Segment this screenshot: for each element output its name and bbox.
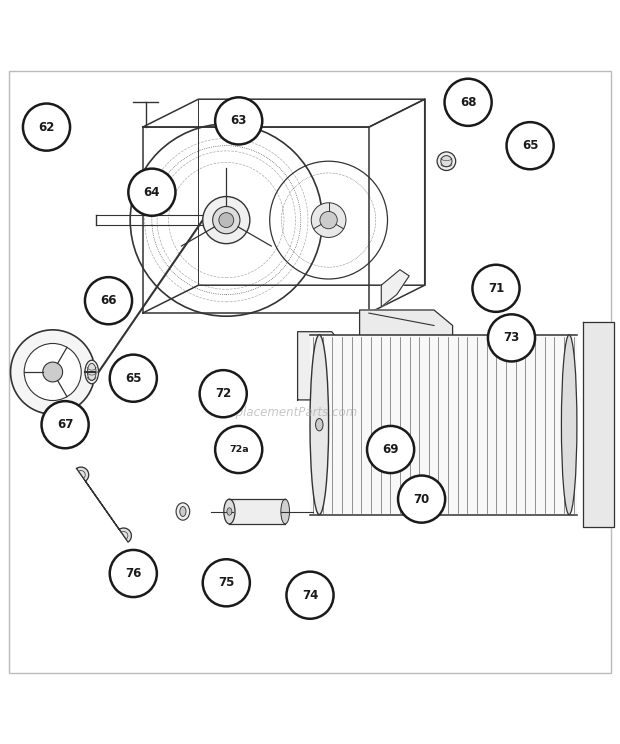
Ellipse shape [180, 507, 186, 516]
Text: 73: 73 [503, 331, 520, 344]
Text: 67: 67 [57, 418, 73, 432]
Circle shape [320, 211, 337, 228]
Text: eReplacementParts.com: eReplacementParts.com [213, 405, 357, 419]
Circle shape [85, 277, 132, 324]
Ellipse shape [85, 360, 99, 384]
Circle shape [472, 265, 520, 312]
Circle shape [42, 401, 89, 448]
Circle shape [11, 330, 95, 414]
Ellipse shape [441, 155, 452, 167]
Circle shape [286, 571, 334, 619]
Text: 66: 66 [100, 294, 117, 307]
Polygon shape [76, 467, 131, 542]
Circle shape [200, 370, 247, 417]
Polygon shape [583, 322, 614, 527]
Ellipse shape [227, 507, 232, 515]
Circle shape [128, 169, 175, 216]
Circle shape [203, 196, 250, 244]
Circle shape [213, 206, 240, 234]
Ellipse shape [87, 363, 96, 381]
Text: 62: 62 [38, 121, 55, 134]
Circle shape [215, 426, 262, 473]
Circle shape [110, 550, 157, 597]
Polygon shape [360, 310, 453, 344]
Ellipse shape [224, 499, 235, 524]
Ellipse shape [310, 335, 329, 515]
FancyBboxPatch shape [310, 335, 577, 515]
Text: 72a: 72a [229, 445, 249, 454]
Text: 72: 72 [215, 387, 231, 400]
Circle shape [445, 79, 492, 126]
FancyBboxPatch shape [229, 499, 285, 524]
Circle shape [110, 355, 157, 402]
Ellipse shape [562, 335, 577, 515]
Text: 70: 70 [414, 493, 430, 506]
Circle shape [219, 213, 234, 228]
Circle shape [398, 475, 445, 522]
Text: 75: 75 [218, 577, 234, 589]
Ellipse shape [281, 499, 290, 524]
Circle shape [367, 426, 414, 473]
Circle shape [215, 97, 262, 144]
Circle shape [507, 122, 554, 169]
Text: 64: 64 [144, 186, 160, 199]
Polygon shape [298, 332, 344, 400]
Circle shape [43, 362, 63, 382]
Text: 76: 76 [125, 567, 141, 580]
Ellipse shape [176, 503, 190, 520]
Polygon shape [381, 269, 409, 307]
Text: 68: 68 [460, 96, 476, 109]
Circle shape [488, 314, 535, 362]
Ellipse shape [316, 418, 323, 431]
Text: 74: 74 [302, 589, 318, 602]
Circle shape [23, 103, 70, 150]
Text: 65: 65 [125, 372, 141, 385]
Circle shape [311, 202, 346, 237]
Text: 65: 65 [522, 139, 538, 153]
Text: 71: 71 [488, 282, 504, 295]
Text: 69: 69 [383, 443, 399, 456]
Circle shape [24, 344, 81, 400]
Ellipse shape [437, 152, 456, 170]
Text: 63: 63 [231, 115, 247, 127]
Circle shape [203, 559, 250, 606]
